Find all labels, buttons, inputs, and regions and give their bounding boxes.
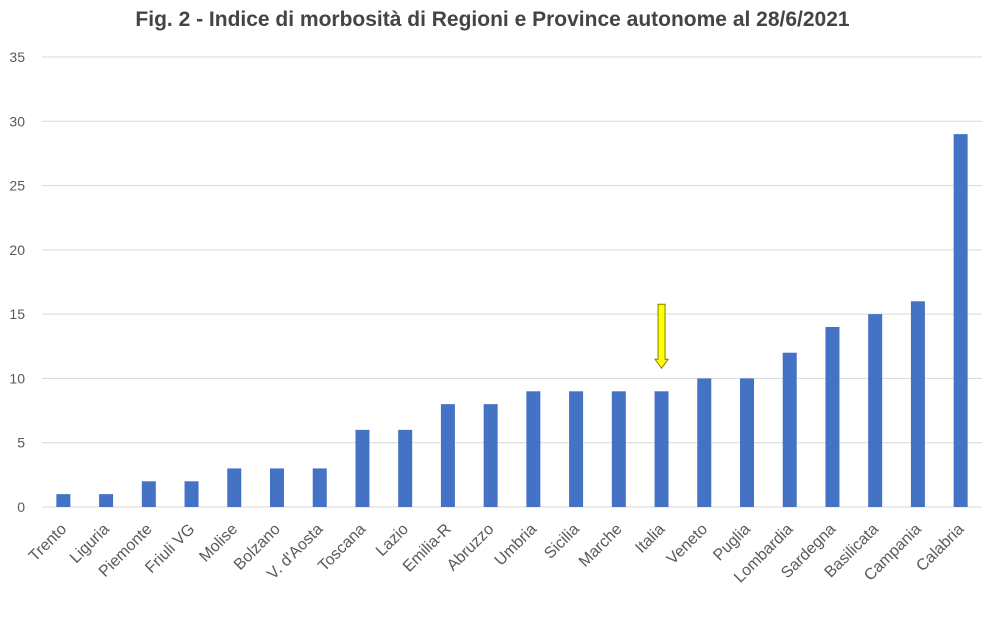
x-tick-label: Toscana: [315, 521, 369, 575]
down-arrow-icon: [654, 303, 670, 370]
bar: [312, 468, 327, 507]
x-tick-label: Sicilia: [541, 521, 583, 563]
highlight-marker: [654, 303, 670, 370]
y-tick-label: 10: [9, 370, 25, 386]
gridlines: [42, 56, 982, 508]
bar: [825, 327, 840, 507]
x-tick-label: Abruzzo: [444, 521, 498, 575]
x-tick-label: Umbria: [492, 521, 541, 570]
bar: [99, 494, 114, 507]
x-tick-label: Marche: [576, 521, 626, 571]
bar: [782, 352, 797, 507]
bar: [740, 378, 754, 507]
bar: [611, 391, 626, 507]
y-tick-label: 30: [9, 113, 25, 129]
x-tick-label: Lazio: [373, 521, 412, 560]
bar: [569, 391, 584, 507]
x-tick-label: Italia: [632, 521, 668, 557]
y-axis: 0 5 10 15 20 25 30 35: [9, 49, 25, 515]
y-tick-label: 0: [17, 499, 25, 515]
bar: [141, 481, 156, 507]
bar: [910, 301, 925, 507]
bar: [184, 481, 199, 507]
bar: [526, 391, 541, 507]
y-tick-label: 35: [9, 49, 25, 65]
x-tick-label: Veneto: [664, 521, 711, 568]
bar: [398, 429, 413, 507]
y-tick-label: 15: [9, 306, 25, 322]
bar: [697, 378, 712, 507]
y-tick-label: 25: [9, 178, 25, 194]
bar: [440, 404, 455, 507]
bar: [953, 134, 968, 507]
bar: [654, 391, 669, 507]
bar: [270, 468, 284, 507]
bars: [56, 134, 968, 507]
chart-title: Fig. 2 - Indice di morbosità di Regioni …: [135, 8, 850, 31]
bar: [868, 314, 883, 507]
bar: [483, 404, 498, 507]
bar: [227, 468, 242, 507]
bar: [56, 494, 71, 507]
y-tick-label: 5: [17, 435, 25, 451]
y-tick-label: 20: [9, 242, 25, 258]
bar: [355, 429, 370, 507]
x-tick-label: Calabria: [913, 521, 967, 575]
x-tick-label: Trento: [26, 521, 70, 565]
